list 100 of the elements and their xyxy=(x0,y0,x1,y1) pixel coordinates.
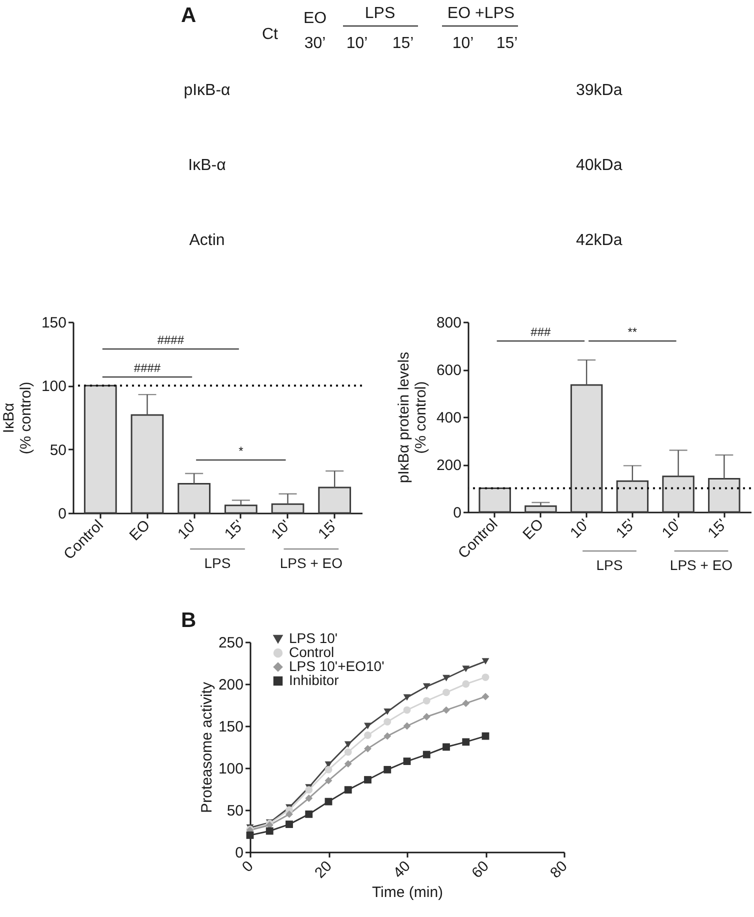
y-tick-label: 50 xyxy=(50,442,66,459)
point xyxy=(384,766,392,774)
legend-label: LPS 10'+EO10' xyxy=(289,658,384,674)
bar xyxy=(178,482,211,514)
bar xyxy=(708,478,740,513)
bar xyxy=(84,384,117,514)
point xyxy=(422,683,430,690)
text: pIκB-α xyxy=(184,82,230,99)
point xyxy=(384,718,392,726)
text: EO +LPS xyxy=(447,5,515,22)
point xyxy=(286,820,293,828)
point xyxy=(462,700,470,708)
y-tick-label: 100 xyxy=(218,760,244,778)
point xyxy=(324,798,332,806)
bar xyxy=(662,476,694,513)
annotation: #### xyxy=(134,361,161,375)
x-tick-label: 20 xyxy=(312,858,336,882)
chart-title: B xyxy=(180,609,196,632)
text: LPS + EO xyxy=(280,555,343,571)
text: LPS xyxy=(204,555,231,571)
point xyxy=(305,810,313,818)
bar xyxy=(524,505,557,513)
x-tick-label: EO xyxy=(126,516,154,544)
point xyxy=(462,738,470,746)
point xyxy=(403,694,411,701)
text: 39kDa xyxy=(576,82,622,99)
point xyxy=(324,776,332,784)
bar xyxy=(271,503,304,514)
x-tick-label: 60 xyxy=(468,858,492,882)
bar xyxy=(130,414,164,514)
text: Ct xyxy=(262,26,279,43)
point xyxy=(364,722,372,730)
point xyxy=(482,732,490,740)
text: 10’ xyxy=(346,35,368,52)
annotation: * xyxy=(238,444,244,458)
annotation: #### xyxy=(157,333,184,347)
x-tick-label: 40 xyxy=(390,858,414,882)
point xyxy=(344,748,352,756)
text: LPS + EO xyxy=(670,557,733,573)
y-tick-label: 50 xyxy=(226,802,244,820)
y-tick-label: 400 xyxy=(436,410,462,426)
text: 15’ xyxy=(496,35,518,52)
point xyxy=(422,750,430,758)
point xyxy=(364,776,372,784)
annotation: ### xyxy=(530,325,552,339)
point xyxy=(482,658,490,665)
text: IκB-α xyxy=(188,157,226,174)
text: 15’ xyxy=(392,35,414,52)
y-tick-label: 200 xyxy=(436,457,462,474)
x-tick-label: 15' xyxy=(315,516,342,543)
legend-label: LPS 10' xyxy=(289,630,338,646)
point xyxy=(305,794,313,802)
bar xyxy=(318,486,352,514)
point xyxy=(344,786,352,794)
x-tick-label: 10' xyxy=(174,516,201,543)
bar xyxy=(478,488,511,513)
point xyxy=(305,786,313,794)
y-axis-title: Proteasome activity xyxy=(198,682,216,813)
bar xyxy=(616,480,649,513)
legend-label: Inhibitor xyxy=(289,672,340,688)
point xyxy=(422,697,430,704)
text: EO xyxy=(303,10,327,27)
text: 42kDa xyxy=(576,232,622,249)
point xyxy=(344,741,352,748)
point xyxy=(422,713,430,720)
annotation: ** xyxy=(628,325,638,339)
point xyxy=(384,708,392,715)
point xyxy=(403,706,411,714)
text: 40kDa xyxy=(576,157,622,174)
point xyxy=(266,827,274,835)
point xyxy=(344,760,352,768)
point xyxy=(482,692,490,700)
y-tick-label: 0 xyxy=(453,504,462,522)
point xyxy=(364,744,372,752)
y-tick-label: 150 xyxy=(41,314,66,332)
x-tick-label: 10' xyxy=(567,516,594,542)
x-tick-label: 80 xyxy=(547,858,571,882)
y-tick-label: 100 xyxy=(41,378,66,396)
x-tick-label: 15' xyxy=(704,516,731,542)
point xyxy=(403,722,411,730)
text: Actin xyxy=(189,232,225,249)
point xyxy=(246,831,254,839)
point xyxy=(286,810,293,818)
point xyxy=(364,732,372,739)
x-axis-title: Time (min) xyxy=(372,884,444,901)
bar xyxy=(224,504,258,514)
y-tick-label: 150 xyxy=(218,718,244,736)
x-tick-label: 10' xyxy=(658,516,685,542)
point xyxy=(324,766,332,774)
y-tick-label: 250 xyxy=(218,634,244,652)
point xyxy=(482,674,490,681)
point xyxy=(442,688,450,696)
text: 30’ xyxy=(304,35,326,52)
text: 10’ xyxy=(452,35,474,52)
y-tick-label: 800 xyxy=(436,314,462,332)
point xyxy=(403,758,411,765)
y-tick-label: 200 xyxy=(218,676,244,694)
y-axis-title: pIκBα protein levels (% control) xyxy=(395,352,430,484)
y-tick-label: 600 xyxy=(436,362,462,379)
point xyxy=(384,732,392,740)
